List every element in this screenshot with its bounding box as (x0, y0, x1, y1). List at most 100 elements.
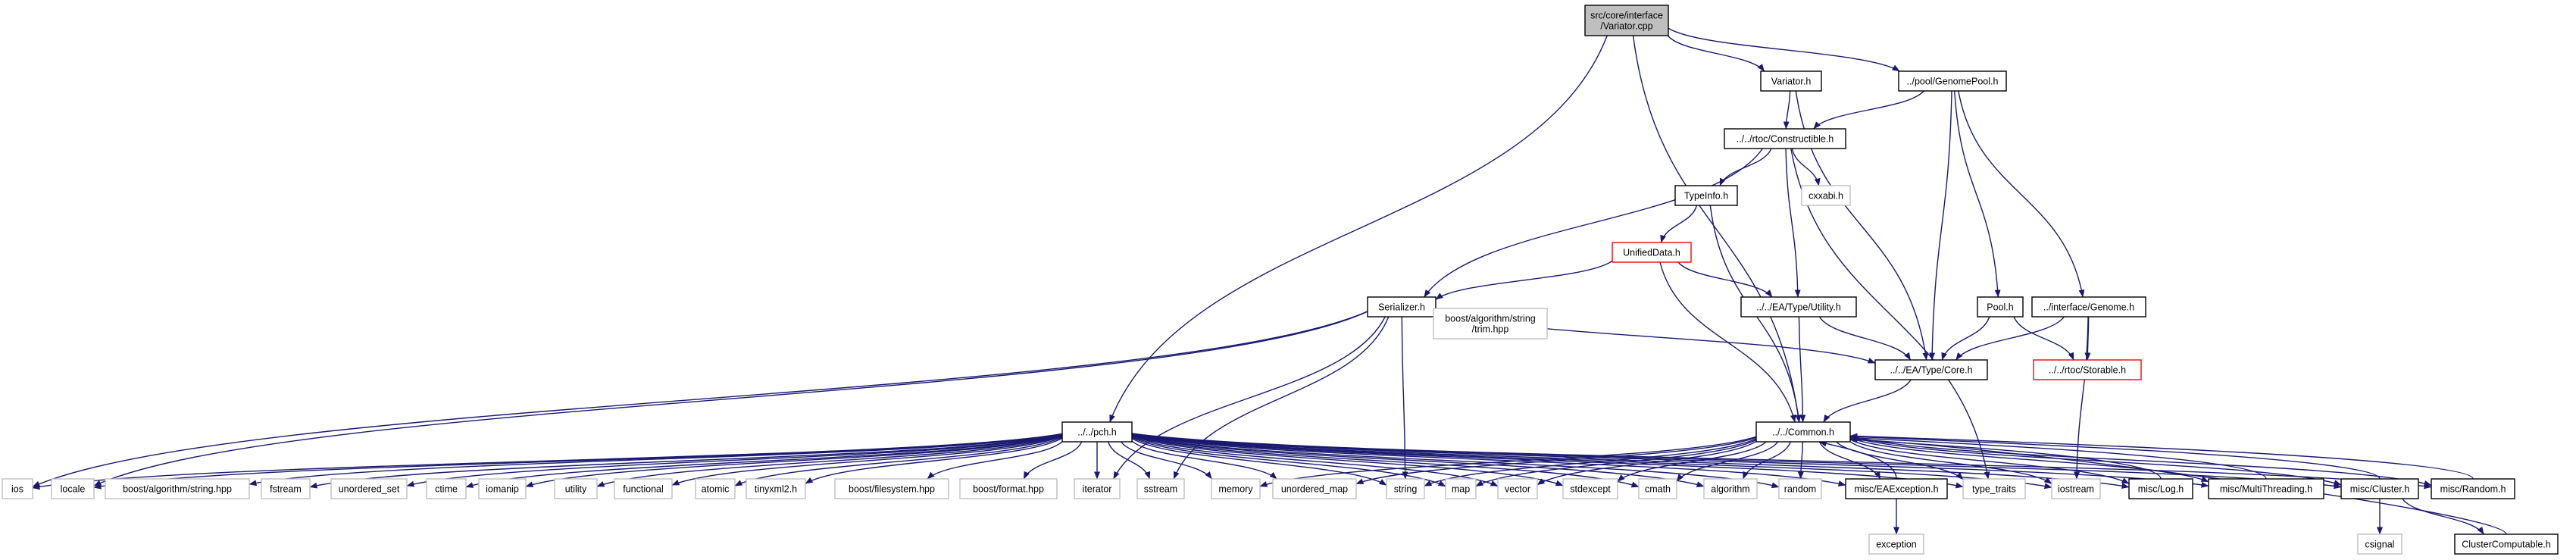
node-label: ../interface/Genome.h (2043, 302, 2134, 313)
node-variator_h[interactable]: Variator.h (1760, 70, 1822, 92)
node-boost_string: boost/algorithm/string.hpp (105, 478, 250, 499)
node-label: ClusterComputable.h (2462, 540, 2550, 550)
node-label: sstream (1144, 484, 1177, 495)
node-random_h[interactable]: misc/Random.h (2431, 478, 2515, 499)
node-box (1962, 478, 2026, 499)
node-log_h[interactable]: misc/Log.h (2128, 478, 2193, 499)
node-label: ../../EA/Type/Utility.h (1756, 302, 1841, 313)
node-label: src/core/interface (1590, 11, 1663, 21)
node-csignal: csignal (2357, 533, 2402, 555)
node-pch_h[interactable]: ../../pch.h (1061, 421, 1133, 443)
node-cxxabi_h: cxxabi.h (1801, 185, 1851, 206)
node-map: map (1445, 478, 1477, 499)
node-serializer_h[interactable]: Serializer.h (1367, 296, 1436, 318)
node-label: cmath (1645, 484, 1671, 495)
edge-typeutility_h-to-common_h (1798, 316, 1806, 423)
edge-pch_h-to-functional (671, 436, 1063, 486)
edge-common_h-to-memory (1259, 436, 1757, 487)
node-box (1724, 128, 1846, 149)
edge-pch_h-to-utility (596, 435, 1063, 487)
node-box (1562, 478, 1618, 499)
edge-genome_h-to-typecore_h (1955, 316, 2065, 361)
edge-common_h-to-type_traits (1836, 441, 1964, 480)
edge-pch_h-to-type_traits (1131, 433, 1964, 489)
edge-typeinfo_h-to-unifieddata_h (1660, 205, 1698, 243)
node-cluster_h[interactable]: misc/Cluster.h (2340, 478, 2419, 499)
node-constructible_h[interactable]: ../../rtoc/Constructible.h (1724, 128, 1846, 149)
node-box (1367, 296, 1436, 318)
node-clustercomputable_h[interactable]: ClusterComputable.h (2454, 533, 2559, 555)
node-boost_filesystem: boost/filesystem.hpp (834, 478, 949, 499)
node-box (1801, 185, 1851, 206)
edge-constructible_h-to-cxxabi_h (1791, 148, 1821, 186)
edge-pch_h-to-iomanip (525, 434, 1063, 487)
node-box (1074, 478, 1121, 499)
node-box (2431, 478, 2515, 499)
edge-pch_h-to-boost_format (1023, 441, 1083, 480)
node-box (1584, 5, 1669, 36)
node-label: Variator.h (1771, 77, 1812, 87)
edge-genomepool_h-to-typecore_h (1929, 90, 1952, 361)
edge-pch_h-to-algorithm (1131, 434, 1705, 487)
node-locale: locale (51, 478, 95, 499)
node-box (2128, 478, 2193, 499)
node-box (1703, 478, 1758, 499)
node-label: unordered_set (339, 484, 400, 495)
edge-pch_h-to-fstream (309, 433, 1063, 489)
edge-pch_h-to-ctime (465, 434, 1063, 488)
node-genomepool_h[interactable]: ../pool/GenomePool.h (1898, 70, 2007, 92)
edge-variator_cpp-to-common_h (1632, 35, 1802, 423)
node-label: Pool.h (1987, 302, 2013, 313)
node-type_traits: type_traits (1962, 478, 2026, 499)
node-label: csignal (2365, 540, 2395, 550)
node-label: utility (565, 484, 587, 495)
edge-pch_h-to-eaexception_h (1131, 433, 1846, 486)
node-typeutility_h[interactable]: ../../EA/Type/Utility.h (1740, 296, 1857, 318)
edge-common_h-to-multithreading_h (1849, 436, 2209, 483)
node-common_h[interactable]: ../../Common.h (1755, 421, 1851, 443)
node-label: functional (623, 484, 664, 495)
node-label: vector (1505, 484, 1530, 495)
edge-pool_h-to-typecore_h (1941, 316, 1990, 361)
node-box (554, 478, 598, 499)
node-box (2357, 533, 2402, 555)
edge-cluster_h-to-clustercomputable_h (2402, 498, 2484, 535)
node-eaexception_h[interactable]: misc/EAException.h (1845, 478, 1948, 499)
edge-common_h-to-random (1797, 441, 1804, 480)
edge-common_h-to-random_h (1849, 435, 2432, 486)
node-unifieddata_h[interactable]: UnifiedData.h (1612, 242, 1692, 263)
node-multithreading_h[interactable]: misc/MultiThreading.h (2208, 478, 2324, 499)
node-label: ../../Common.h (1772, 427, 1834, 438)
node-label: unordered_map (1281, 484, 1348, 495)
node-algorithm: algorithm (1703, 478, 1758, 499)
edge-common_h-to-vector (1537, 440, 1757, 486)
node-label: TypeInfo.h (1684, 191, 1728, 202)
node-label: iostream (2058, 484, 2094, 495)
node-ctime: ctime (426, 478, 467, 499)
edge-pch_h-to-sstream (1107, 441, 1151, 480)
edge-eaexception_h-to-common_h (1818, 440, 1897, 480)
node-box (1638, 478, 1677, 499)
node-storable_h[interactable]: ../../rtoc/Storable.h (2033, 359, 2142, 380)
node-boost_format: boost/format.hpp (959, 478, 1058, 499)
node-label: memory (1218, 484, 1253, 495)
edge-common_h-to-iostream (1849, 441, 2052, 484)
node-pool_h[interactable]: Pool.h (1977, 296, 2024, 318)
edge-pch_h-to-boost_string (249, 433, 1063, 486)
node-box (1740, 296, 1857, 318)
edge-pch_h-to-map (1131, 436, 1446, 487)
node-label: ../../rtoc/Constructible.h (1737, 134, 1834, 145)
node-typecore_h[interactable]: ../../EA/Type/Core.h (1874, 359, 1988, 380)
edge-pch_h-to-tinyxml2 (805, 437, 1063, 484)
edge-pch_h-to-atomic (734, 436, 1063, 486)
node-box (1874, 359, 1988, 380)
node-box (1272, 478, 1357, 499)
node-variator_cpp[interactable]: src/core/interface/Variator.cpp (1584, 5, 1669, 36)
edge-pool_h-to-storable_h (2013, 316, 2074, 361)
node-box (1386, 478, 1425, 499)
node-genome_h[interactable]: ../interface/Genome.h (2031, 296, 2146, 318)
edge-constructible_h-to-serializer_h (1424, 148, 1763, 298)
node-typeinfo_h[interactable]: TypeInfo.h (1674, 185, 1738, 206)
node-label: iterator (1083, 484, 1112, 495)
node-box (261, 478, 311, 499)
